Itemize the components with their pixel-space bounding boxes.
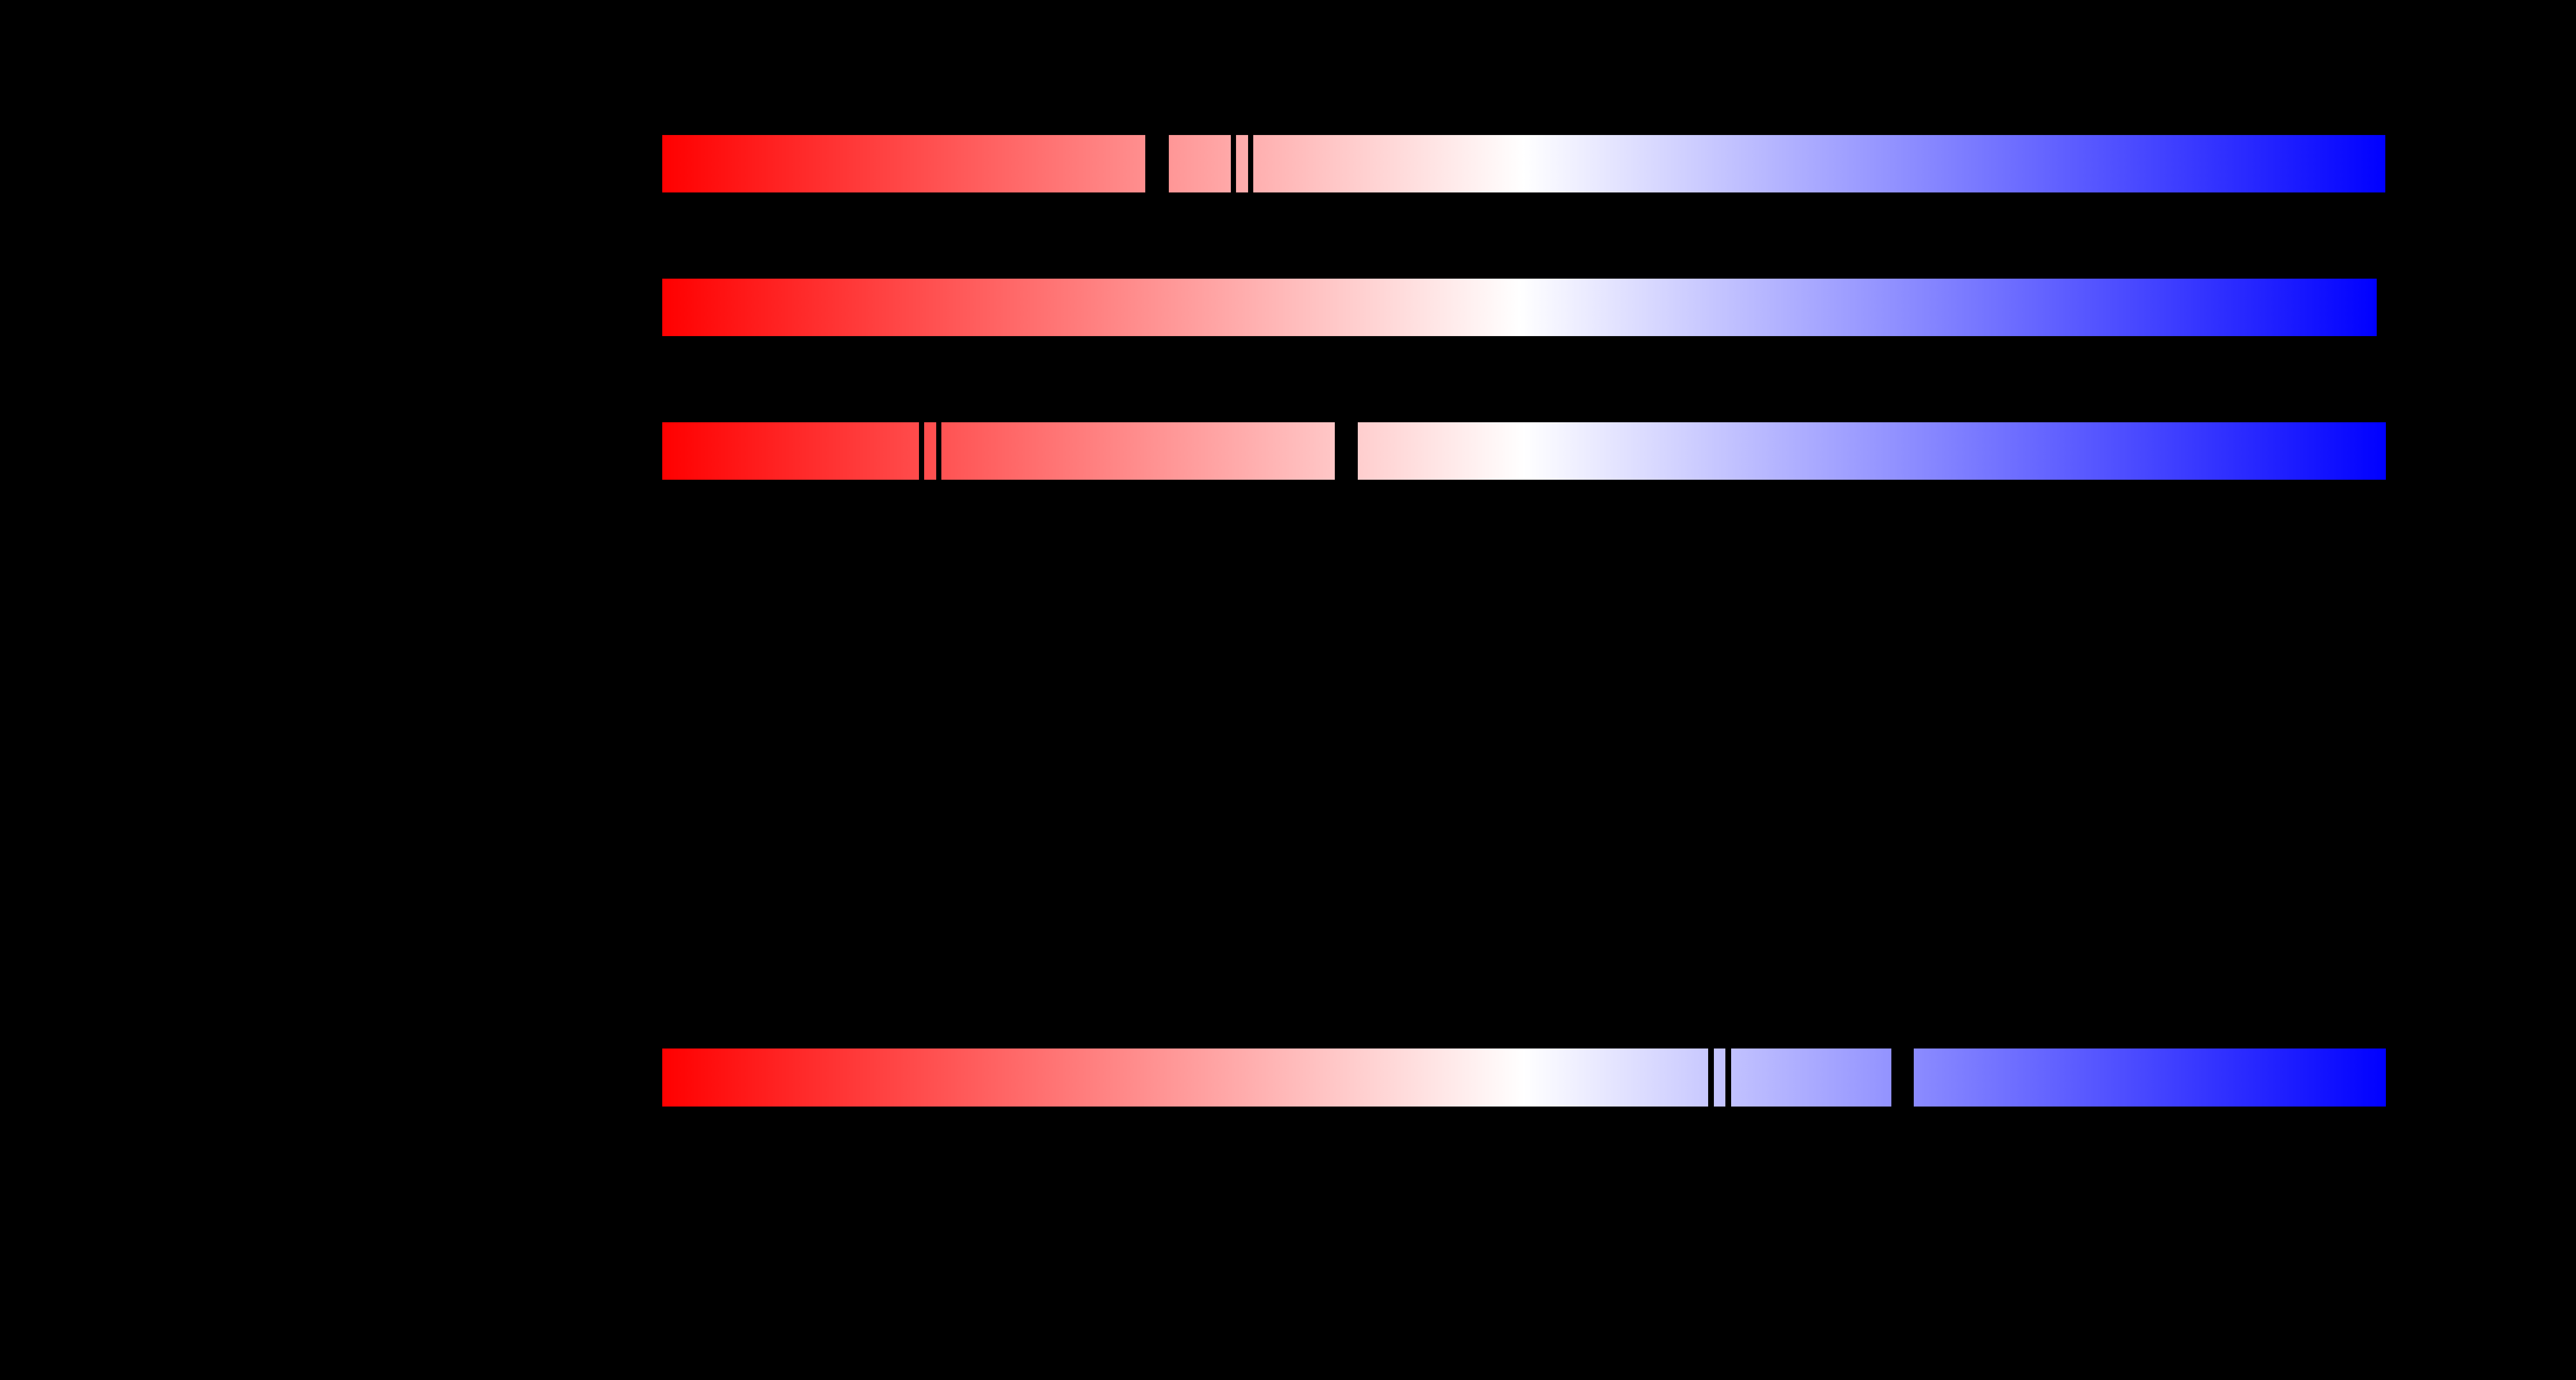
gradient-scale-bar-2 bbox=[662, 279, 2377, 336]
bar-3-marker-1-thin-tick bbox=[919, 422, 925, 480]
bar-4-marker-1-thin-tick bbox=[1708, 1048, 1714, 1107]
gradient-scale-bar-4 bbox=[662, 1048, 2386, 1107]
bar-4-marker-3-wide-gap bbox=[1891, 1048, 1914, 1107]
gradient-scale-bar-1 bbox=[662, 134, 2385, 193]
bar-1-marker-3-thin-tick bbox=[1248, 134, 1253, 193]
bar-1-marker-2-thin-tick bbox=[1231, 134, 1236, 193]
bar-3-marker-2-thin-tick bbox=[936, 422, 942, 480]
bar-4-marker-2-thin-tick bbox=[1725, 1048, 1731, 1107]
bar-3-marker-3-wide-gap bbox=[1334, 422, 1358, 480]
bar-1-marker-1-wide-gap bbox=[1145, 134, 1169, 193]
gradient-scale-bar-3 bbox=[662, 422, 2386, 480]
